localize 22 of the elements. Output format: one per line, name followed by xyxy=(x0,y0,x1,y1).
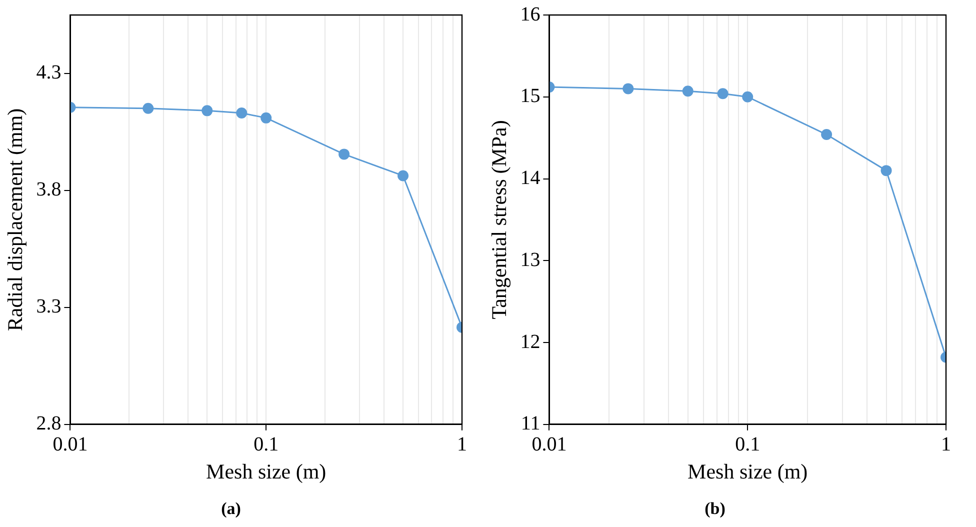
text: (a) xyxy=(221,499,241,518)
x-tick-label: 1 xyxy=(941,434,951,456)
y-tick-label: 14 xyxy=(520,167,540,190)
x-tick-label: 0.1 xyxy=(254,434,279,456)
y-tick-label: 3.8 xyxy=(36,178,62,201)
y-tick-label: 15 xyxy=(520,85,540,108)
y-tick-label: 4.3 xyxy=(36,62,62,84)
y-tick-label: 2.8 xyxy=(36,412,62,435)
text: (b) xyxy=(704,499,726,518)
y-tick-label: 12 xyxy=(520,330,540,353)
x-tick-label: 0.1 xyxy=(735,434,760,456)
y-tick-label: 3.3 xyxy=(36,296,62,318)
x-axis-title: Mesh size (m) xyxy=(688,460,808,484)
x-tick-label: 0.01 xyxy=(52,434,88,456)
x-tick-label: 1 xyxy=(457,434,467,456)
y-axis-title: Tangential stress (MPa) xyxy=(487,120,512,320)
y-axis-title: Radial displacement (mm) xyxy=(3,108,28,332)
x-tick-label: 0.01 xyxy=(532,434,567,456)
y-tick-label: 16 xyxy=(520,3,540,26)
y-tick-label: 11 xyxy=(520,412,540,435)
x-axis-title: Mesh size (m) xyxy=(206,460,326,484)
y-tick-label: 13 xyxy=(520,248,540,271)
